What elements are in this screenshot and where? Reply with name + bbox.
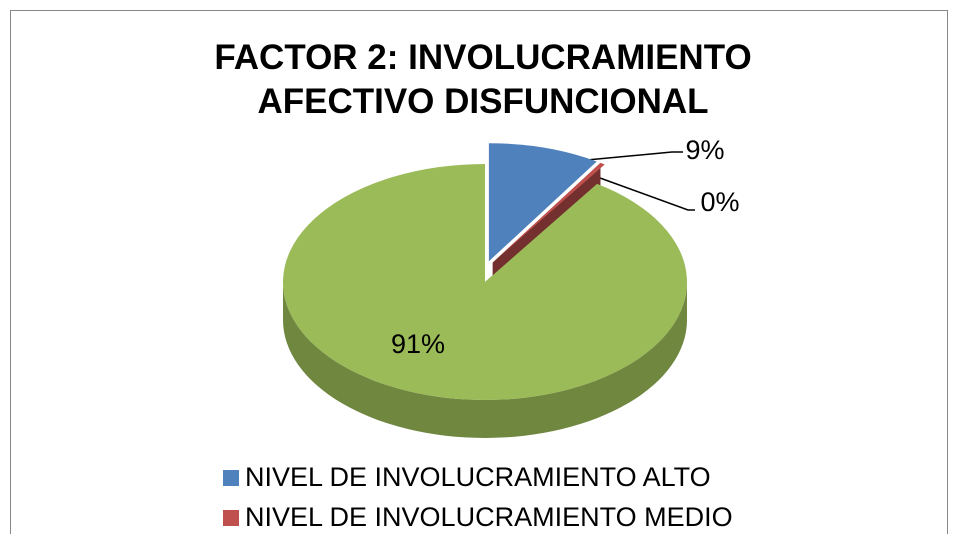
legend-label: NIVEL DE INVOLUCRAMIENTO ALTO [245, 462, 711, 492]
data-label: 0% [700, 187, 739, 217]
chart-title: FACTOR 2: INVOLUCRAMIENTO AFECTIVO DISFU… [214, 38, 752, 121]
data-label: 9% [685, 135, 724, 165]
pie-slice [488, 143, 597, 262]
pie-slice [492, 162, 605, 263]
legend-swatch [223, 510, 239, 526]
pie-slice [282, 163, 687, 400]
leader-line [599, 177, 695, 211]
legend-label: NIVEL DE INVOLUCRAMIENTO MEDIO [245, 502, 733, 532]
data-label: 91% [391, 329, 445, 359]
leader-line [554, 151, 683, 164]
pie-slice-side [283, 282, 687, 438]
chart-frame [10, 10, 948, 534]
legend-swatch [223, 470, 239, 486]
